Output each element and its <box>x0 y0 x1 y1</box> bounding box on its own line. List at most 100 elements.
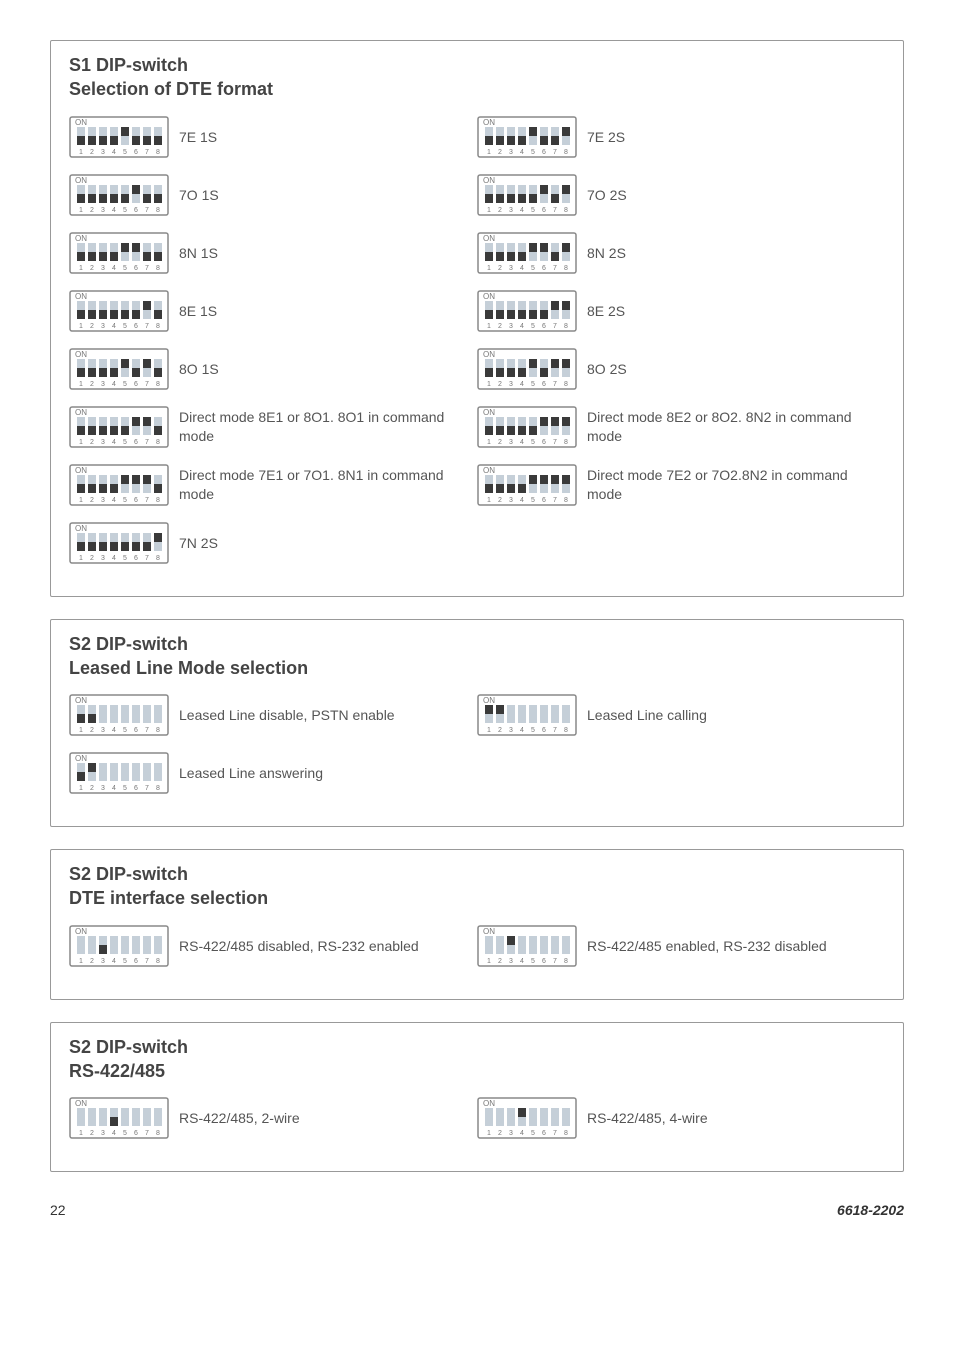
svg-text:7: 7 <box>553 323 557 330</box>
s2a-title-line2: Leased Line Mode selection <box>69 658 308 678</box>
svg-text:6: 6 <box>134 785 138 792</box>
svg-text:5: 5 <box>123 785 127 792</box>
svg-text:8: 8 <box>564 207 568 214</box>
svg-text:2: 2 <box>498 381 502 388</box>
dip-switch-icon: ON12345678 <box>477 174 577 216</box>
dip-row: ON12345678 RS-422/485, 2-wire <box>69 1097 477 1139</box>
svg-text:7: 7 <box>553 727 557 734</box>
section-s1-dte-format: S1 DIP-switch Selection of DTE format ON… <box>50 40 904 597</box>
dip-label: 7N 2S <box>179 534 218 552</box>
dip-label: 8O 2S <box>587 360 627 378</box>
svg-text:ON: ON <box>75 118 87 127</box>
svg-text:1: 1 <box>79 497 83 504</box>
svg-text:8: 8 <box>156 207 160 214</box>
svg-text:3: 3 <box>101 323 105 330</box>
dip-switch-icon: ON12345678 <box>69 752 169 794</box>
svg-text:8: 8 <box>156 381 160 388</box>
svg-text:ON: ON <box>75 524 87 533</box>
svg-text:7: 7 <box>553 497 557 504</box>
dip-row: ON123456788N 1S <box>69 232 477 274</box>
svg-text:8: 8 <box>564 439 568 446</box>
svg-text:3: 3 <box>509 323 513 330</box>
svg-text:5: 5 <box>531 727 535 734</box>
svg-text:5: 5 <box>531 439 535 446</box>
svg-text:7: 7 <box>145 727 149 734</box>
svg-text:1: 1 <box>487 323 491 330</box>
svg-text:2: 2 <box>90 439 94 446</box>
svg-text:5: 5 <box>123 265 127 272</box>
svg-text:8: 8 <box>156 497 160 504</box>
dip-switch-icon: ON12345678 <box>477 464 577 506</box>
svg-text:8: 8 <box>156 727 160 734</box>
svg-text:8: 8 <box>156 265 160 272</box>
dip-label: RS-422/485 disabled, RS-232 enabled <box>179 937 419 955</box>
svg-text:4: 4 <box>520 265 524 272</box>
svg-text:1: 1 <box>79 439 83 446</box>
dip-label: 7O 1S <box>179 186 219 204</box>
svg-text:8: 8 <box>564 265 568 272</box>
svg-text:1: 1 <box>487 439 491 446</box>
s2b-title-line2: DTE interface selection <box>69 888 268 908</box>
svg-text:6: 6 <box>134 1130 138 1137</box>
svg-text:7: 7 <box>145 207 149 214</box>
svg-text:1: 1 <box>79 381 83 388</box>
svg-text:5: 5 <box>123 323 127 330</box>
svg-text:5: 5 <box>531 323 535 330</box>
svg-text:7: 7 <box>553 381 557 388</box>
svg-text:4: 4 <box>520 727 524 734</box>
svg-text:2: 2 <box>90 1130 94 1137</box>
svg-text:5: 5 <box>531 149 535 156</box>
dip-label: RS-422/485 enabled, RS-232 disabled <box>587 937 827 955</box>
dip-row: ON123456788N 2S <box>477 232 885 274</box>
svg-text:1: 1 <box>79 727 83 734</box>
svg-text:2: 2 <box>90 265 94 272</box>
dip-label: RS-422/485, 2-wire <box>179 1109 300 1127</box>
svg-text:4: 4 <box>112 265 116 272</box>
section-s2-rs422485: S2 DIP-switch RS-422/485 ON12345678RS-42… <box>50 1022 904 1173</box>
svg-text:4: 4 <box>520 958 524 965</box>
svg-text:4: 4 <box>112 323 116 330</box>
svg-text:3: 3 <box>101 497 105 504</box>
page-number: 22 <box>50 1202 66 1218</box>
dip-row: ON12345678RS-422/485 enabled, RS-232 dis… <box>477 925 885 967</box>
svg-text:2: 2 <box>498 207 502 214</box>
svg-text:4: 4 <box>520 381 524 388</box>
dip-row: ON12345678Direct mode 7E1 or 7O1. 8N1 in… <box>69 464 477 506</box>
section-s2-dte-interface: S2 DIP-switch DTE interface selection ON… <box>50 849 904 1000</box>
svg-text:ON: ON <box>75 234 87 243</box>
svg-text:7: 7 <box>145 958 149 965</box>
svg-text:2: 2 <box>90 555 94 562</box>
svg-text:5: 5 <box>123 958 127 965</box>
svg-text:7: 7 <box>145 1130 149 1137</box>
svg-text:6: 6 <box>134 207 138 214</box>
section-s1-title: S1 DIP-switch Selection of DTE format <box>69 53 885 102</box>
svg-text:ON: ON <box>483 292 495 301</box>
svg-text:8: 8 <box>564 497 568 504</box>
svg-text:6: 6 <box>542 265 546 272</box>
svg-text:3: 3 <box>101 265 105 272</box>
svg-text:3: 3 <box>509 727 513 734</box>
section-s2b-title: S2 DIP-switch DTE interface selection <box>69 862 885 911</box>
svg-text:2: 2 <box>90 149 94 156</box>
svg-text:3: 3 <box>509 381 513 388</box>
svg-text:ON: ON <box>75 408 87 417</box>
dip-row: ON12345678Leased Line calling <box>477 694 885 736</box>
dip-switch-icon: ON12345678 <box>477 1097 577 1139</box>
svg-text:4: 4 <box>112 207 116 214</box>
svg-text:8: 8 <box>156 555 160 562</box>
dip-label: 7O 2S <box>587 186 627 204</box>
svg-text:5: 5 <box>123 555 127 562</box>
svg-text:7: 7 <box>553 1130 557 1137</box>
svg-text:4: 4 <box>520 439 524 446</box>
svg-text:5: 5 <box>123 439 127 446</box>
svg-text:3: 3 <box>509 497 513 504</box>
dip-row: ON123456788E 2S <box>477 290 885 332</box>
svg-text:6: 6 <box>134 727 138 734</box>
svg-text:4: 4 <box>112 497 116 504</box>
dip-row: ON123456788E 1S <box>69 290 477 332</box>
dip-row: ON123456787E 1S <box>69 116 477 158</box>
svg-text:7: 7 <box>145 265 149 272</box>
svg-text:6: 6 <box>134 323 138 330</box>
dip-switch-icon: ON12345678 <box>69 1097 169 1139</box>
dip-switch-icon: ON12345678 <box>69 925 169 967</box>
